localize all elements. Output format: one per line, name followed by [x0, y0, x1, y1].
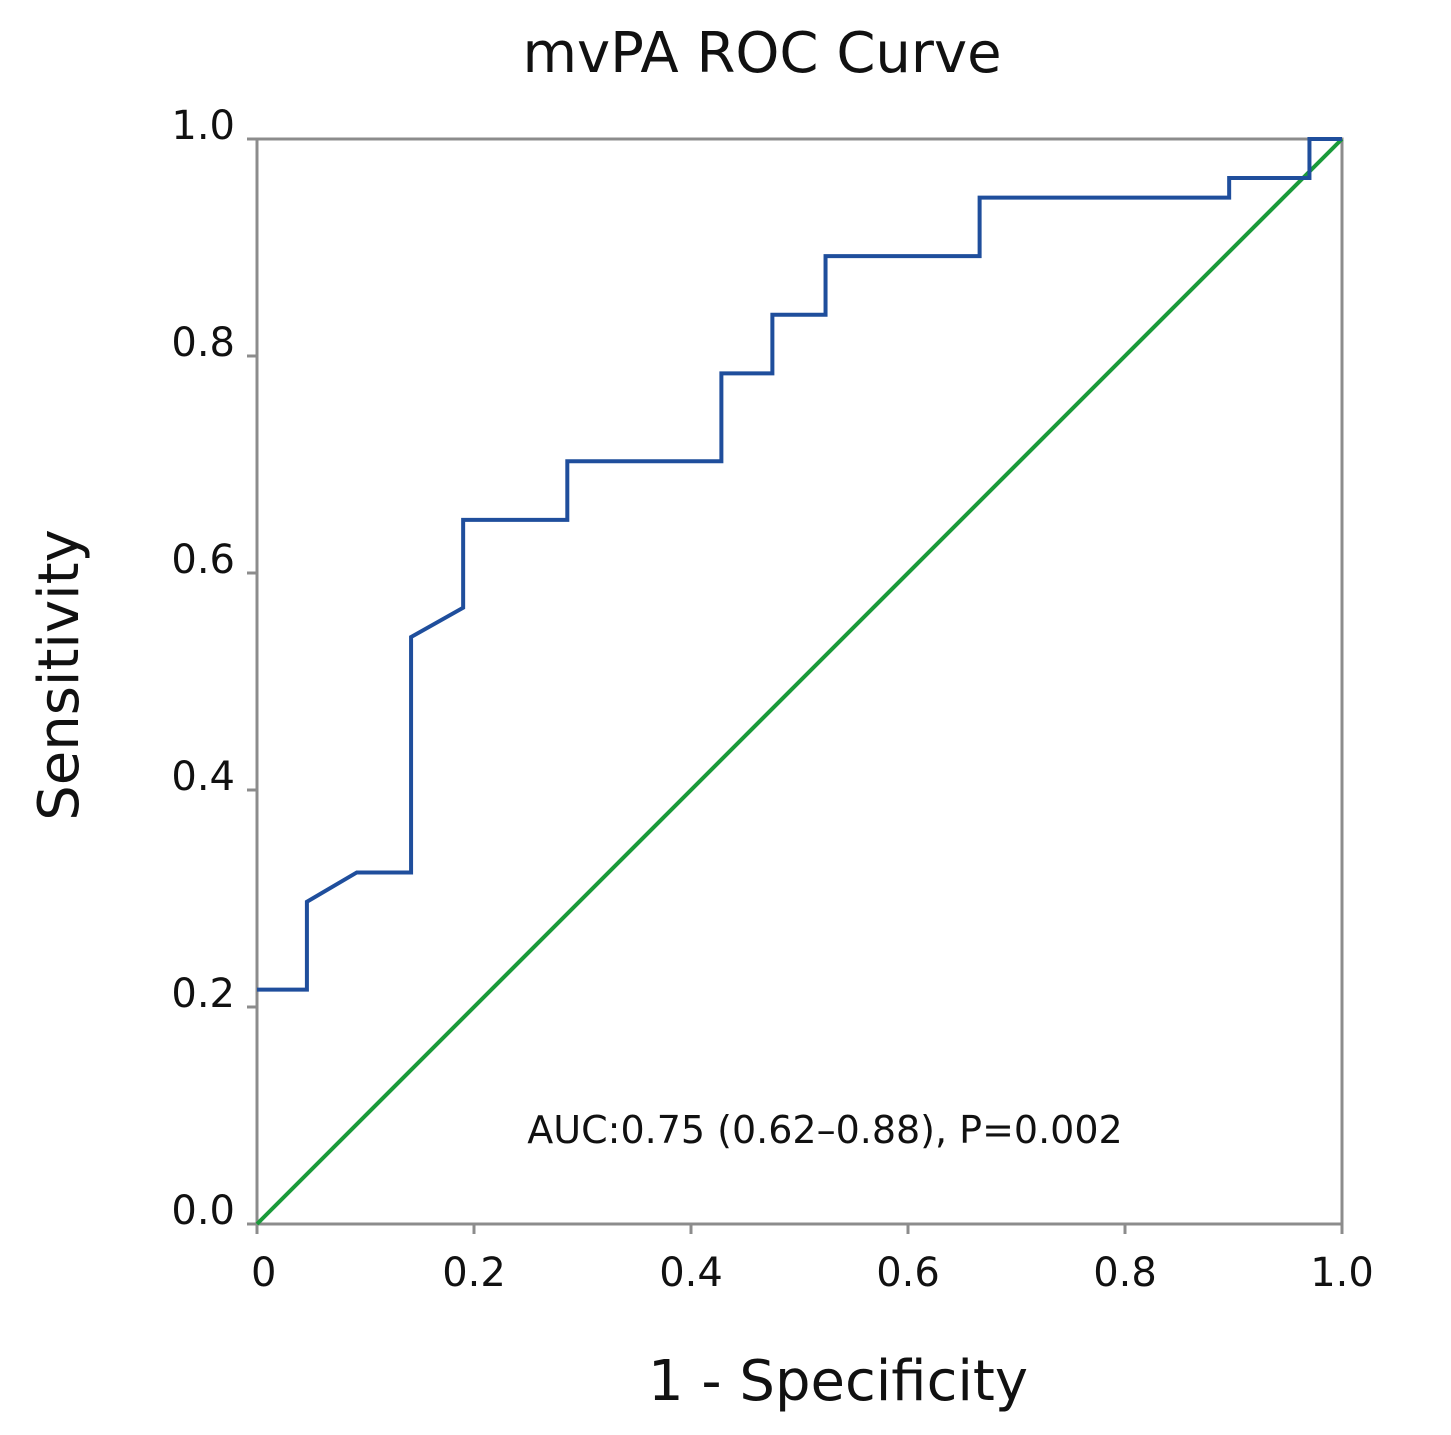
- x-tick-label: 0.4: [659, 1250, 723, 1296]
- auc-annotation: AUC:0.75 (0.62–0.88), P=0.002: [527, 1108, 1122, 1152]
- y-tick-label: 0.6: [171, 537, 235, 583]
- x-tick-label: 0: [251, 1250, 276, 1296]
- y-axis-label: Sensitivity: [27, 529, 92, 821]
- series-layer: [255, 137, 1344, 1226]
- x-axis-label: 1 - Specificity: [648, 1349, 1028, 1414]
- roc-curve-line: [257, 137, 1342, 992]
- y-tick-label: 0.4: [171, 754, 235, 800]
- chart-title: mvPA ROC Curve: [522, 21, 1001, 86]
- y-tick-label: 0.8: [171, 320, 235, 366]
- plot-frame: [255, 137, 1344, 1226]
- y-axis-ticks: 0.0 0.2 0.4 0.6 0.8 1.0: [171, 103, 257, 1234]
- y-tick-label: 1.0: [171, 103, 235, 149]
- x-tick-label: 1.0: [1310, 1250, 1374, 1296]
- reference-line-line: [255, 137, 1344, 1226]
- x-tick-label: 0.8: [1093, 1250, 1157, 1296]
- x-tick-label: 0.6: [876, 1250, 940, 1296]
- x-tick-label: 0.2: [442, 1250, 506, 1296]
- x-axis-ticks: 0 0.2 0.4 0.6 0.8 1.0: [251, 1224, 1374, 1296]
- y-tick-label: 0.2: [171, 971, 235, 1017]
- y-tick-label: 0.0: [171, 1188, 235, 1234]
